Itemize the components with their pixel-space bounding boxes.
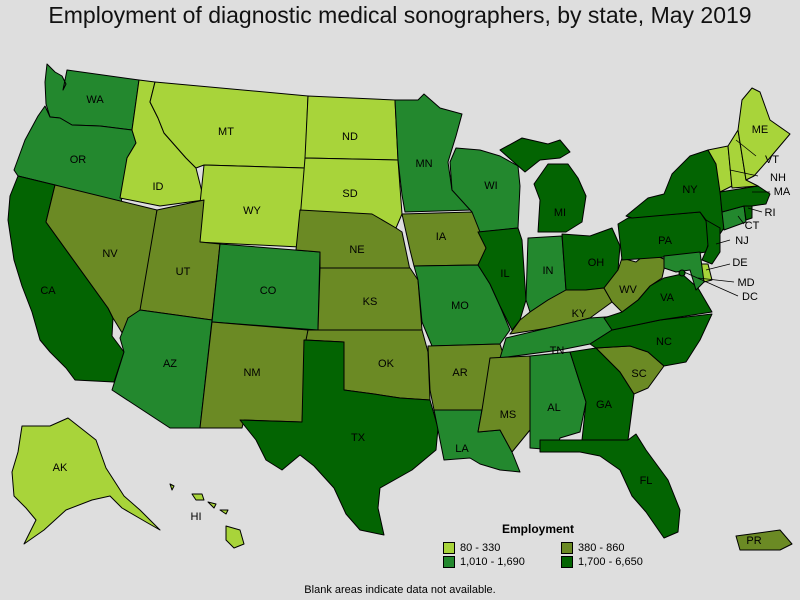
state-dc[interactable] — [678, 269, 686, 277]
state-nj[interactable] — [701, 219, 721, 265]
state-tx[interactable] — [239, 339, 439, 536]
label-ct: CT — [745, 220, 760, 232]
label-tn: TN — [550, 345, 565, 357]
legend-swatch-4 — [561, 556, 573, 568]
label-nm: NM — [243, 367, 260, 379]
label-nc: NC — [656, 336, 672, 348]
label-ok: OK — [378, 358, 395, 370]
legend-label-1: 80 - 330 — [460, 542, 501, 554]
label-ut: UT — [176, 266, 191, 278]
state-md[interactable] — [663, 251, 705, 291]
legend: Employment 80 - 330 380 - 860 1,010 - 1,… — [443, 522, 663, 568]
label-fl: FL — [640, 475, 653, 487]
label-pr: PR — [746, 535, 761, 547]
label-wi: WI — [484, 180, 497, 192]
label-or: OR — [70, 154, 87, 166]
label-ky: KY — [572, 308, 587, 320]
state-il[interactable] — [477, 227, 527, 331]
state-pr[interactable] — [735, 529, 793, 551]
label-al: AL — [547, 402, 560, 414]
label-dc: DC — [742, 291, 758, 303]
legend-swatch-1 — [443, 542, 455, 554]
label-mo: MO — [451, 300, 469, 312]
label-va: VA — [660, 292, 675, 304]
label-nh: NH — [770, 172, 786, 184]
label-me: ME — [752, 124, 769, 136]
label-ak: AK — [53, 462, 68, 474]
state-ma[interactable] — [719, 185, 771, 213]
state-mi[interactable] — [499, 137, 587, 233]
label-tx: TX — [351, 432, 366, 444]
state-wv[interactable] — [603, 251, 667, 313]
state-hi[interactable] — [169, 483, 245, 549]
state-fl[interactable] — [539, 433, 681, 539]
label-in: IN — [543, 265, 554, 277]
state-nh[interactable] — [727, 129, 759, 189]
legend-title: Employment — [501, 522, 574, 536]
label-pa: PA — [658, 235, 673, 247]
legend-swatch-3 — [443, 556, 455, 568]
legend-swatch-2 — [561, 542, 573, 554]
map-title: Employment of diagnostic medical sonogra… — [48, 2, 752, 28]
legend-item-3: 1,010 - 1,690 — [443, 556, 561, 568]
legend-item-2: 380 - 860 — [561, 542, 671, 554]
label-sc: SC — [631, 368, 646, 380]
label-wv: WV — [619, 284, 637, 296]
label-ia: IA — [436, 231, 447, 243]
label-ca: CA — [40, 285, 56, 297]
label-ne: NE — [349, 244, 364, 256]
state-me[interactable] — [737, 87, 791, 181]
label-sd: SD — [342, 188, 357, 200]
legend-label-2: 380 - 860 — [578, 542, 625, 554]
legend-item-4: 1,700 - 6,650 — [561, 556, 671, 568]
state-mn[interactable] — [394, 93, 473, 213]
label-oh: OH — [588, 257, 605, 269]
label-nv: NV — [102, 248, 118, 260]
label-ga: GA — [596, 399, 613, 411]
legend-label-4: 1,700 - 6,650 — [578, 556, 643, 568]
label-ri: RI — [765, 207, 776, 219]
label-md: MD — [737, 277, 754, 289]
label-az: AZ — [163, 358, 177, 370]
label-co: CO — [260, 285, 277, 297]
label-wa: WA — [86, 94, 104, 106]
label-vt: VT — [765, 154, 779, 166]
label-ar: AR — [452, 367, 467, 379]
legend-label-3: 1,010 - 1,690 — [460, 556, 525, 568]
label-ks: KS — [363, 296, 378, 308]
state-nd[interactable] — [304, 95, 399, 161]
label-hi: HI — [191, 511, 202, 523]
label-ma: MA — [774, 186, 791, 198]
label-mn: MN — [415, 158, 432, 170]
label-wy: WY — [243, 205, 261, 217]
state-ak[interactable] — [11, 417, 161, 545]
label-ms: MS — [500, 409, 517, 421]
label-ny: NY — [682, 184, 698, 196]
legend-item-1: 80 - 330 — [443, 542, 561, 554]
state-vt[interactable] — [707, 145, 733, 193]
label-il: IL — [500, 268, 509, 280]
label-la: LA — [455, 443, 469, 455]
label-nj: NJ — [735, 235, 748, 247]
label-mi: MI — [554, 207, 566, 219]
label-nd: ND — [342, 131, 358, 143]
label-de: DE — [732, 257, 747, 269]
legend-grid: 80 - 330 380 - 860 1,010 - 1,690 1,700 -… — [443, 542, 663, 568]
label-mt: MT — [218, 126, 234, 138]
blank-areas-note: Blank areas indicate data not available. — [304, 584, 496, 596]
label-id: ID — [153, 181, 164, 193]
